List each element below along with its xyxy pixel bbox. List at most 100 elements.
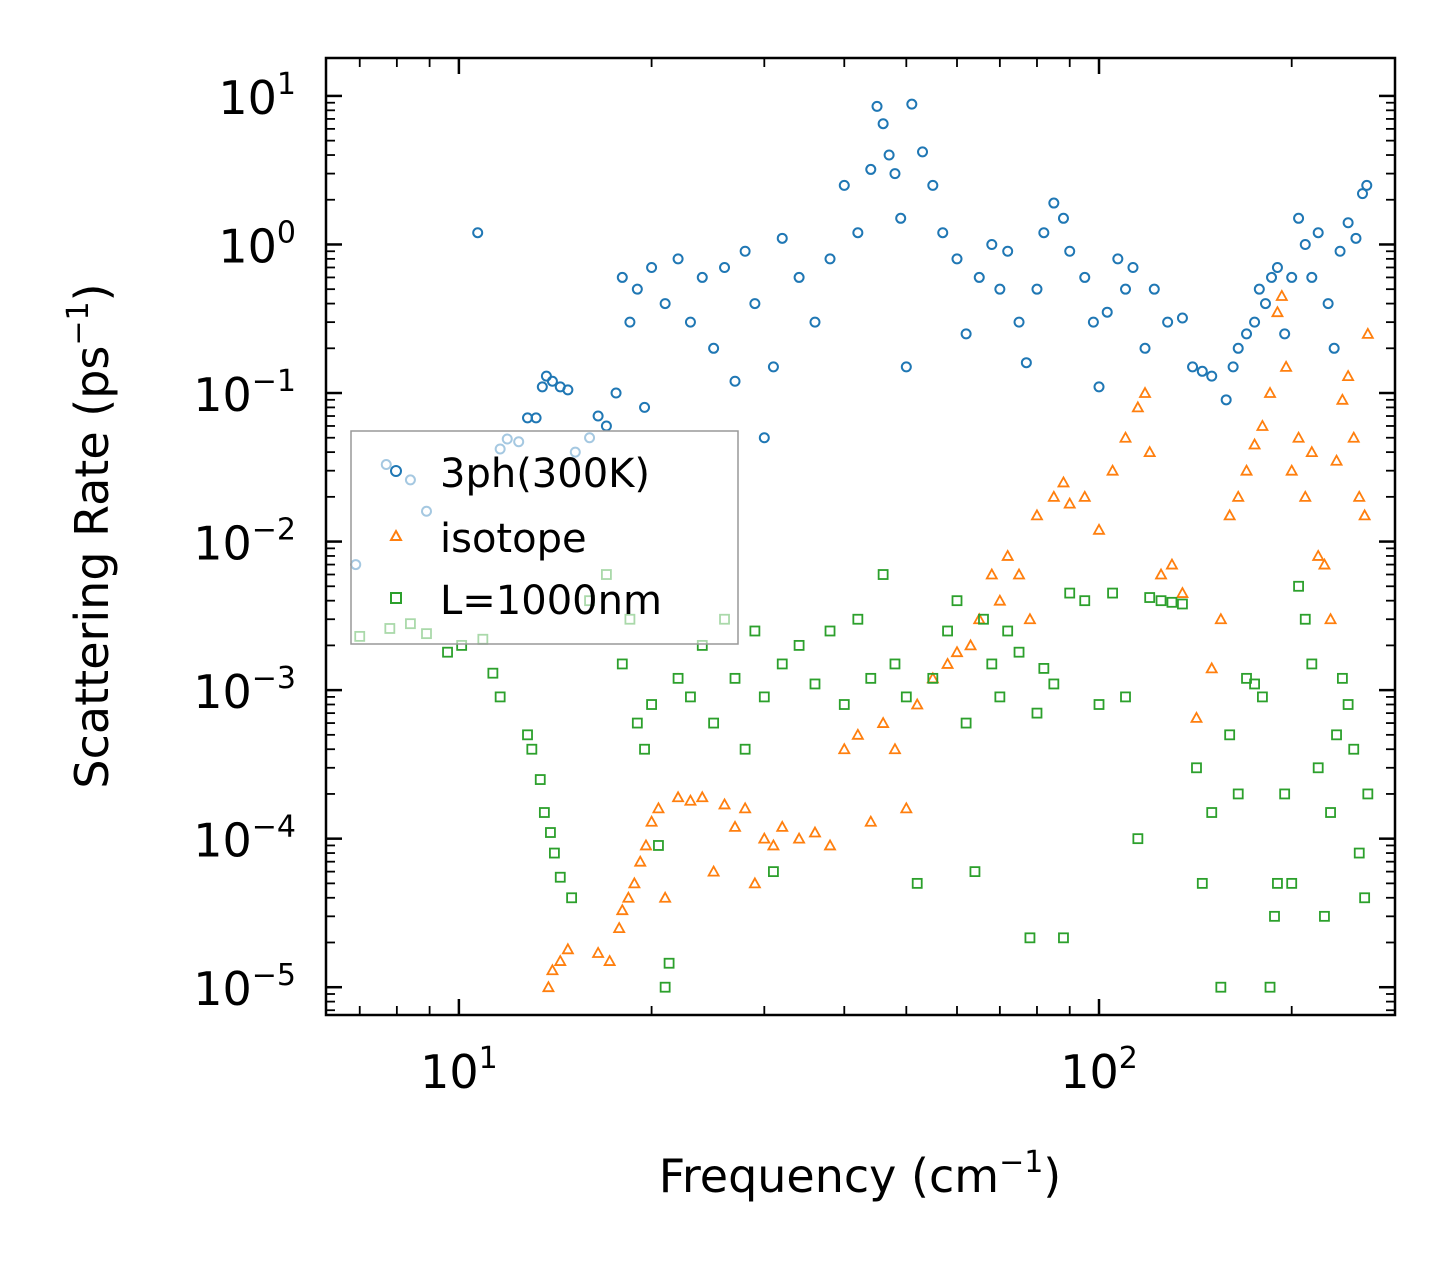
scatter-point-isotope [1223, 508, 1237, 521]
scatter-point-boundary [1031, 707, 1043, 719]
scatter-point-boundary [1348, 743, 1360, 755]
scatter-point-isotope [1118, 430, 1133, 443]
scatter-point-isotope [1347, 430, 1361, 443]
scatter-point-boundary [708, 717, 720, 729]
scatter-point-isotope [1358, 508, 1372, 521]
scatter-point-3ph [562, 384, 574, 396]
scatter-point-boundary [729, 672, 741, 684]
scatter-point-boundary [1013, 646, 1025, 658]
scatter-point-3ph [1312, 227, 1324, 239]
scatter-point-boundary [494, 691, 506, 703]
scatter-point-3ph [1162, 316, 1174, 328]
scatter-point-3ph [900, 361, 912, 373]
scatter-point-3ph [1013, 316, 1025, 328]
scatter-point-boundary [951, 595, 963, 607]
scatter-point-3ph [809, 316, 821, 328]
scatter-point-isotope [1138, 386, 1152, 398]
scatter-point-3ph [906, 98, 918, 110]
scatter-point-isotope [993, 593, 1007, 606]
scatter-point-3ph [616, 271, 628, 283]
scatter-point-boundary [838, 699, 850, 710]
scatter-point-boundary [1279, 788, 1291, 800]
scatter-point-isotope [775, 820, 789, 832]
scatter-point-boundary [1241, 672, 1252, 684]
scatter-point-boundary [534, 774, 546, 785]
scatter-point-3ph [852, 227, 864, 239]
scatter-point-3ph [708, 342, 720, 354]
scatter-point-boundary [809, 678, 821, 690]
scatter-point-3ph [973, 271, 985, 283]
scatter-point-isotope [1175, 586, 1189, 598]
scatter-point-isotope [941, 657, 955, 669]
scatter-point-3ph [1093, 381, 1105, 393]
y-tick-label: 10−2 [193, 513, 296, 571]
scatter-point-3ph [1232, 342, 1244, 354]
scatter-point-boundary [1264, 981, 1276, 993]
scatter-point-boundary [646, 699, 657, 710]
scatter-point-boundary [776, 658, 788, 670]
scatter-point-isotope [1023, 612, 1037, 625]
scatter-point-3ph [1101, 306, 1113, 318]
scatter-point-boundary [1120, 691, 1131, 703]
scatter-point-boundary [1191, 762, 1202, 774]
scatter-point-3ph [1127, 261, 1139, 273]
scatter-point-3ph [1306, 271, 1318, 283]
scatter-point-boundary [653, 840, 664, 851]
scatter-point-boundary [1331, 729, 1342, 741]
scatter-point-boundary [978, 613, 989, 625]
scatter-point-isotope [1341, 369, 1355, 381]
scatter-point-boundary [889, 658, 901, 670]
scatter-point-boundary [1107, 587, 1118, 599]
scatter-point-isotope [766, 838, 780, 851]
scatter-point-boundary [663, 957, 675, 969]
scatter-point-boundary [1024, 932, 1036, 944]
scatter-point-boundary [1249, 678, 1260, 690]
scatter-point-3ph [1356, 188, 1368, 200]
plot-area-frame [324, 56, 1397, 1017]
scatter-point-isotope [1063, 496, 1077, 509]
scatter-point-isotope [985, 567, 999, 580]
y-tick-label: 10−5 [193, 958, 296, 1016]
scatter-point-boundary [900, 691, 912, 703]
scatter-point-3ph [1249, 316, 1261, 328]
scatter-point-3ph [838, 179, 850, 191]
scatter-point-isotope [1255, 419, 1269, 431]
scatter-point-isotope [1165, 557, 1179, 570]
scatter-point-boundary [672, 672, 684, 684]
scatter-point-3ph [917, 146, 929, 158]
scatter-point-boundary [852, 613, 864, 625]
scatter-point-boundary [1336, 672, 1348, 684]
scatter-point-3ph [1002, 245, 1014, 257]
scatter-point-isotope [1106, 463, 1120, 476]
scatter-point-boundary [1058, 932, 1069, 944]
scatter-point-isotope [1131, 400, 1145, 413]
scatter-point-boundary [793, 639, 805, 651]
scatter-point-isotope [651, 801, 665, 814]
scatter-point-3ph [767, 361, 779, 373]
scatter-point-boundary [1312, 762, 1324, 774]
scatter-point-3ph [739, 245, 751, 257]
axis-ticks [326, 58, 1395, 1015]
scatter-point-3ph [883, 149, 895, 161]
scatter-point-isotope [1030, 508, 1044, 521]
legend-marker-isotope [389, 528, 403, 541]
scatter-point-isotope [808, 825, 822, 838]
y-axis-label: Scattering Rate (ps−1) [61, 283, 119, 788]
scatter-point-3ph [1031, 283, 1043, 295]
scatter-point-isotope [1056, 475, 1070, 488]
scatter-point-isotope [615, 903, 629, 916]
y-tick-label: 10−1 [193, 364, 296, 422]
scatter-point-boundary [1232, 788, 1244, 800]
scatter-point-isotope [1305, 445, 1319, 458]
scatter-point-boundary [986, 658, 998, 670]
x-tick-label: 101 [420, 1041, 498, 1099]
scatter-point-3ph [1299, 238, 1311, 250]
scatter-point-isotope [876, 716, 890, 728]
scatter-point-boundary [1306, 658, 1318, 670]
scatter-point-3ph [1350, 232, 1362, 244]
scatter-point-boundary [758, 691, 770, 703]
scatter-point-boundary [1166, 596, 1178, 608]
scatter-point-3ph [1286, 271, 1298, 283]
scatter-point-3ph [986, 238, 998, 250]
scatter-point-3ph [1259, 298, 1271, 310]
